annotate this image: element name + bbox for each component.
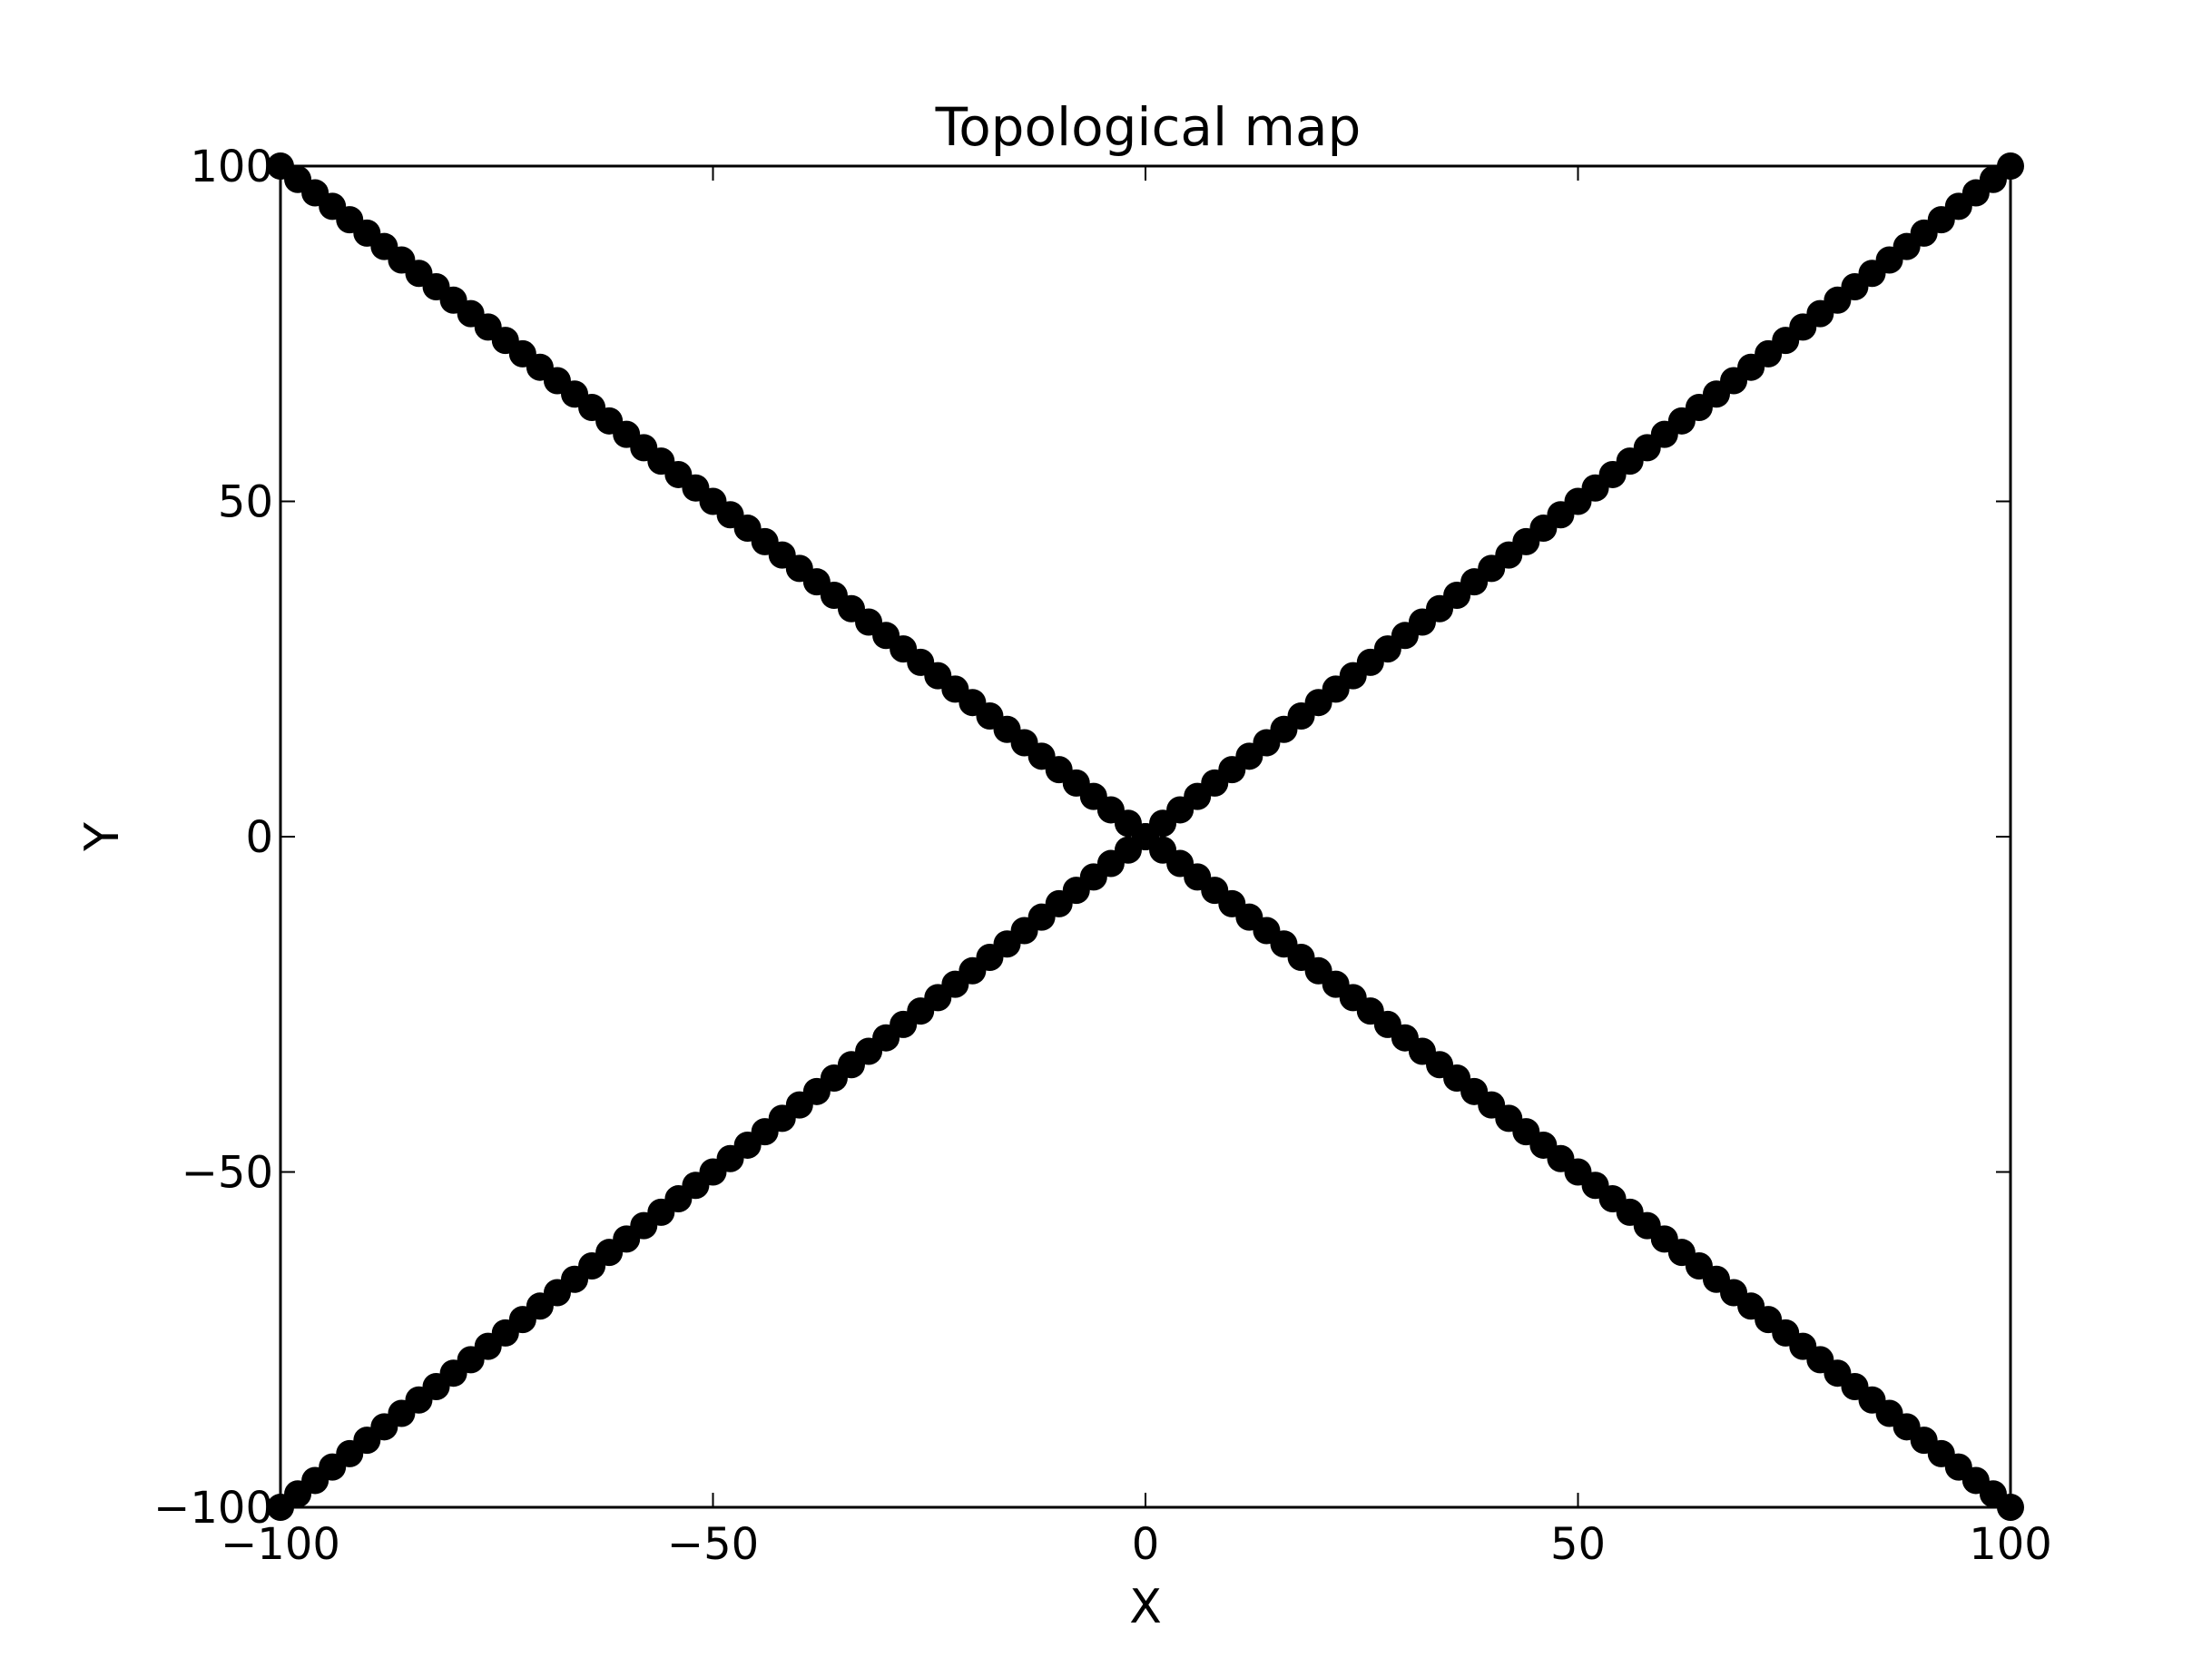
- y-axis-label: Y: [75, 822, 130, 852]
- y-tick-label: −100: [153, 1483, 273, 1534]
- x-tick-label: 50: [1550, 1519, 1606, 1570]
- y-tick-label: 50: [218, 477, 273, 528]
- data-points: [267, 152, 2024, 1521]
- x-tick-label: −50: [667, 1519, 759, 1570]
- x-tick-label: −100: [221, 1519, 340, 1570]
- y-tick-label: 100: [190, 142, 273, 192]
- x-tick-label: 0: [1132, 1519, 1160, 1570]
- plot-area-frame: [279, 164, 2012, 1509]
- y-tick-label: 0: [245, 812, 273, 863]
- x-axis-label: X: [1129, 1580, 1162, 1634]
- chart-title: Topological map: [935, 96, 1362, 158]
- tick-labels: −100 −50 0 50 100 −100 −50 0 50 100: [153, 142, 2052, 1570]
- x-tick-label: 100: [1969, 1519, 2052, 1570]
- y-tick-label: −50: [182, 1148, 273, 1199]
